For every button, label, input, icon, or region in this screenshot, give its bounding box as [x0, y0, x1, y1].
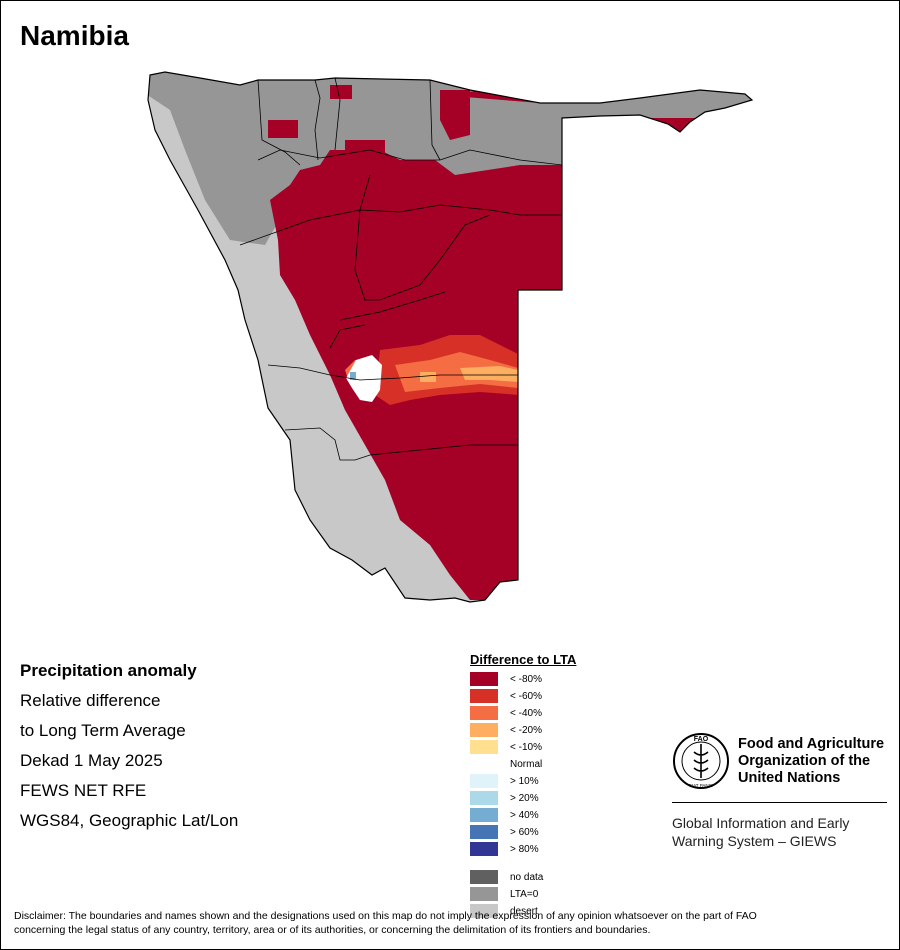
info-line-2: Relative difference	[20, 691, 161, 710]
legend-swatch	[470, 672, 498, 686]
legend-label: > 10%	[510, 775, 539, 787]
legend: Difference to LTA < -80% < -60% < -40% <…	[470, 652, 577, 918]
fao-logo-letters: FAO	[694, 736, 709, 743]
legend-label: < -40%	[510, 707, 542, 719]
legend-swatch	[470, 689, 498, 703]
legend-label: < -80%	[510, 673, 542, 685]
legend-label: > 20%	[510, 792, 539, 804]
normal-zone	[346, 355, 382, 402]
legend-swatch	[470, 904, 498, 918]
legend-label: > 60%	[510, 826, 539, 838]
info-projection: WGS84, Geographic Lat/Lon	[20, 811, 239, 830]
fao-divider	[672, 802, 887, 803]
legend-item: < -80%	[470, 672, 542, 686]
fao-org-line: Food and Agriculture	[738, 736, 885, 752]
fao-org-line: Organization of the	[738, 753, 871, 769]
legend-item: < -20%	[470, 723, 542, 737]
deficit-patch-omusati	[330, 85, 352, 99]
legend-swatch	[470, 774, 498, 788]
legend-item: LTA=0	[470, 887, 538, 901]
info-line-3: to Long Term Average	[20, 721, 186, 740]
deficit-below-20-zone	[460, 366, 518, 382]
disclaimer-line: Disclaimer: The boundaries and names sho…	[14, 910, 757, 922]
map-title: Namibia	[20, 20, 129, 51]
namibia-outline	[147, 71, 754, 603]
deficit-below-20-patch	[420, 372, 436, 382]
legend-swatch	[470, 870, 498, 884]
legend-item: no data	[470, 870, 543, 884]
legend-swatch	[470, 887, 498, 901]
legend-item: > 40%	[470, 808, 539, 822]
legend-item: Normal	[470, 757, 542, 771]
surplus-patch	[350, 372, 356, 380]
fao-logo-icon: FAO FIAT PANIS	[673, 733, 729, 789]
fao-org-line: United Nations	[738, 770, 841, 786]
legend-label: desert	[510, 905, 538, 917]
info-dekad: Dekad 1 May 2025	[20, 751, 163, 770]
legend-swatch	[470, 740, 498, 754]
giews-line: Warning System – GIEWS	[672, 833, 837, 849]
deficit-patch-kunene	[268, 120, 298, 138]
legend-label: < -20%	[510, 724, 542, 736]
info-source: FEWS NET RFE	[20, 781, 147, 800]
legend-label: no data	[510, 871, 544, 883]
legend-item: > 80%	[470, 842, 539, 856]
legend-item: desert	[470, 904, 538, 918]
legend-swatch	[470, 706, 498, 720]
legend-label: LTA=0	[510, 888, 539, 900]
legend-item: > 20%	[470, 791, 539, 805]
legend-item: < -60%	[470, 689, 542, 703]
deficit-patch-oshana	[345, 140, 385, 160]
legend-swatch	[470, 808, 498, 822]
fao-branding: FAO FIAT PANIS Food and Agriculture Orga…	[672, 732, 887, 849]
legend-swatch	[470, 825, 498, 839]
legend-swatch	[470, 791, 498, 805]
deficit-below-80-zone	[270, 72, 752, 600]
legend-swatch	[470, 723, 498, 737]
legend-label: > 80%	[510, 843, 539, 855]
legend-item: > 10%	[470, 774, 539, 788]
giews-line: Global Information and Early	[672, 815, 850, 831]
legend-swatch	[470, 757, 498, 771]
legend-item: < -40%	[470, 706, 542, 720]
legend-item: < -10%	[470, 740, 542, 754]
disclaimer-line: concerning the legal status of any count…	[14, 924, 651, 936]
legend-label: > 40%	[510, 809, 539, 821]
legend-swatch	[470, 842, 498, 856]
info-title: Precipitation anomaly	[20, 661, 197, 680]
deficit-patch-north	[440, 90, 470, 140]
disclaimer: Disclaimer: The boundaries and names sho…	[14, 909, 884, 937]
legend-title: Difference to LTA	[470, 652, 577, 667]
legend-label: Normal	[510, 758, 543, 770]
region-borders	[239, 77, 563, 461]
giews-name: Global Information and Early Warning Sys…	[672, 814, 892, 850]
fao-org-name: Food and Agriculture Organization of the…	[738, 736, 898, 787]
legend-label: < -60%	[510, 690, 542, 702]
legend-label: < -10%	[510, 741, 542, 753]
fao-logo-motto: FIAT PANIS	[689, 783, 713, 788]
legend-item: > 60%	[470, 825, 539, 839]
map-info: Precipitation anomaly Relative differenc…	[20, 656, 238, 836]
